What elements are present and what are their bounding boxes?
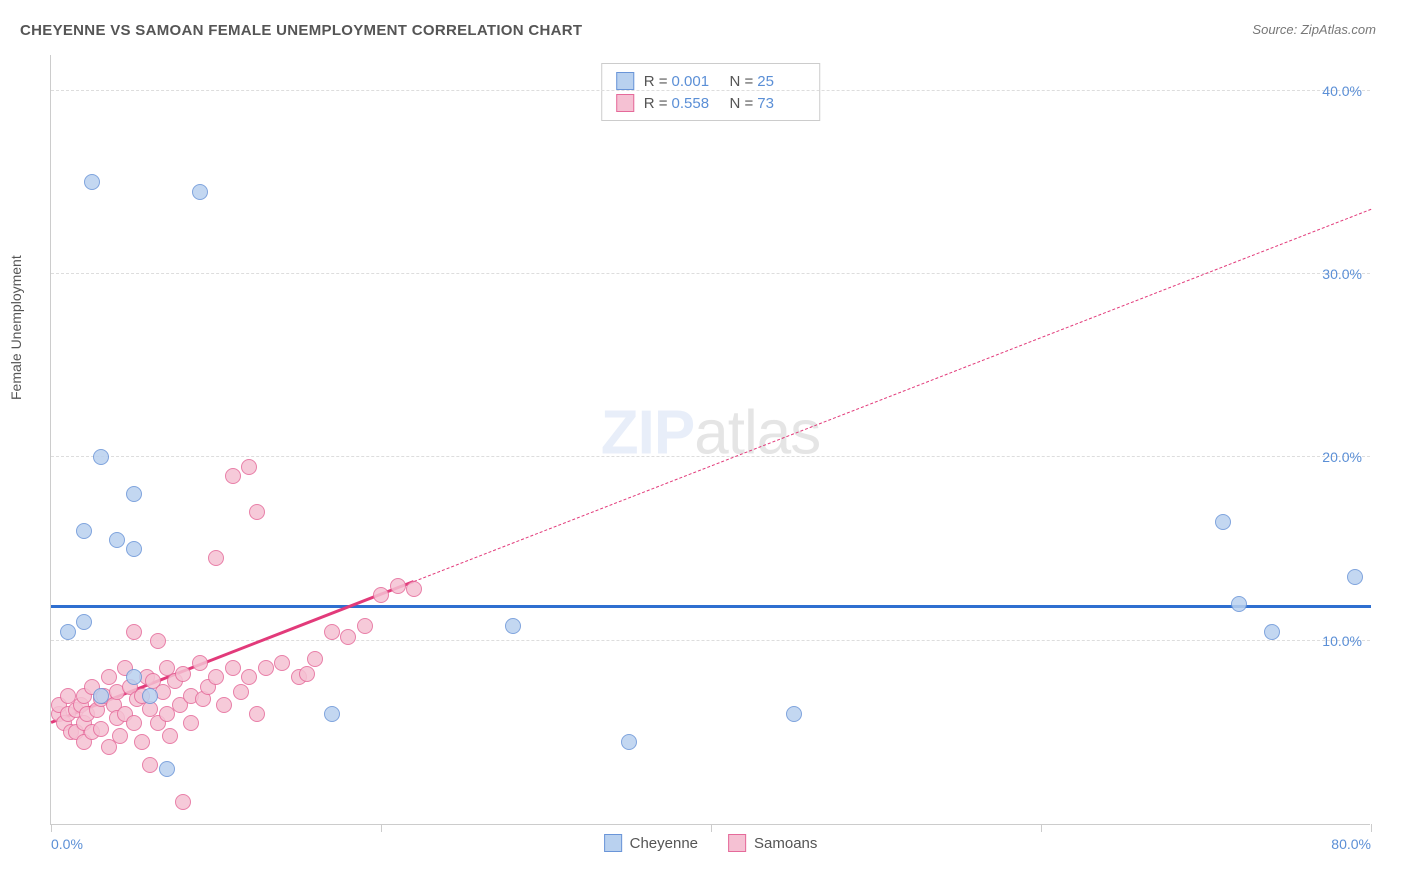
grid-line [51, 640, 1370, 641]
y-tick-label: 30.0% [1322, 266, 1362, 282]
data-point [340, 629, 356, 645]
data-point [183, 715, 199, 731]
data-point [126, 715, 142, 731]
data-point [1347, 569, 1363, 585]
swatch-cheyenne [616, 72, 634, 90]
n-value-cheyenne: 25 [757, 73, 805, 90]
data-point [76, 523, 92, 539]
r-label: R = [644, 73, 668, 90]
data-point [208, 669, 224, 685]
x-tick [51, 824, 52, 832]
grid-line [51, 456, 1370, 457]
r-value-samoans: 0.558 [672, 95, 720, 112]
x-tick [1041, 824, 1042, 832]
x-tick-label: 0.0% [51, 836, 83, 852]
stats-row-samoans: R =0.558 N =73 [616, 92, 806, 114]
data-point [208, 550, 224, 566]
x-tick [711, 824, 712, 832]
x-tick [1371, 824, 1372, 832]
data-point [216, 697, 232, 713]
source-name: ZipAtlas.com [1301, 22, 1376, 37]
x-tick-label: 80.0% [1331, 836, 1371, 852]
data-point [126, 669, 142, 685]
data-point [505, 618, 521, 634]
chart-title: CHEYENNE VS SAMOAN FEMALE UNEMPLOYMENT C… [20, 22, 582, 39]
legend-label-cheyenne: Cheyenne [630, 835, 698, 852]
y-tick-label: 20.0% [1322, 449, 1362, 465]
grid-line [51, 90, 1370, 91]
swatch-samoans [616, 94, 634, 112]
data-point [60, 624, 76, 640]
trend-line [51, 605, 1371, 608]
data-point [93, 721, 109, 737]
data-point [621, 734, 637, 750]
n-value-samoans: 73 [757, 95, 805, 112]
data-point [225, 660, 241, 676]
data-point [324, 624, 340, 640]
data-point [126, 624, 142, 640]
y-tick-label: 40.0% [1322, 83, 1362, 99]
data-point [192, 184, 208, 200]
data-point [162, 728, 178, 744]
data-point [1215, 514, 1231, 530]
data-point [307, 651, 323, 667]
data-point [142, 757, 158, 773]
legend-label-samoans: Samoans [754, 835, 817, 852]
data-point [126, 486, 142, 502]
data-point [274, 655, 290, 671]
data-point [390, 578, 406, 594]
legend-item-cheyenne: Cheyenne [604, 834, 698, 852]
data-point [175, 794, 191, 810]
x-tick [381, 824, 382, 832]
data-point [1231, 596, 1247, 612]
data-point [76, 614, 92, 630]
legend-item-samoans: Samoans [728, 834, 817, 852]
data-point [357, 618, 373, 634]
data-point [373, 587, 389, 603]
y-tick-label: 10.0% [1322, 633, 1362, 649]
data-point [249, 504, 265, 520]
grid-line [51, 273, 1370, 274]
data-point [324, 706, 340, 722]
data-point [249, 706, 265, 722]
data-point [112, 728, 128, 744]
n-label: N = [730, 95, 754, 112]
data-point [150, 633, 166, 649]
r-value-cheyenne: 0.001 [672, 73, 720, 90]
data-point [406, 581, 422, 597]
plot-area: ZIPatlas R =0.001 N =25 R =0.558 N =73 C… [50, 55, 1370, 825]
data-point [93, 449, 109, 465]
source-label: Source: [1252, 22, 1297, 37]
data-point [241, 669, 257, 685]
series-legend: Cheyenne Samoans [604, 834, 818, 852]
data-point [109, 532, 125, 548]
data-point [225, 468, 241, 484]
data-point [84, 174, 100, 190]
data-point [159, 761, 175, 777]
r-label: R = [644, 95, 668, 112]
n-label: N = [730, 73, 754, 90]
data-point [175, 666, 191, 682]
data-point [134, 734, 150, 750]
stats-legend: R =0.001 N =25 R =0.558 N =73 [601, 63, 821, 121]
y-axis-label: Female Unemployment [8, 255, 24, 400]
data-point [241, 459, 257, 475]
data-point [142, 688, 158, 704]
swatch-cheyenne [604, 834, 622, 852]
data-point [1264, 624, 1280, 640]
data-point [192, 655, 208, 671]
data-point [101, 669, 117, 685]
data-point [258, 660, 274, 676]
data-point [126, 541, 142, 557]
data-point [233, 684, 249, 700]
swatch-samoans [728, 834, 746, 852]
data-point [299, 666, 315, 682]
source-attribution: Source: ZipAtlas.com [1252, 22, 1376, 37]
data-point [93, 688, 109, 704]
data-point [786, 706, 802, 722]
